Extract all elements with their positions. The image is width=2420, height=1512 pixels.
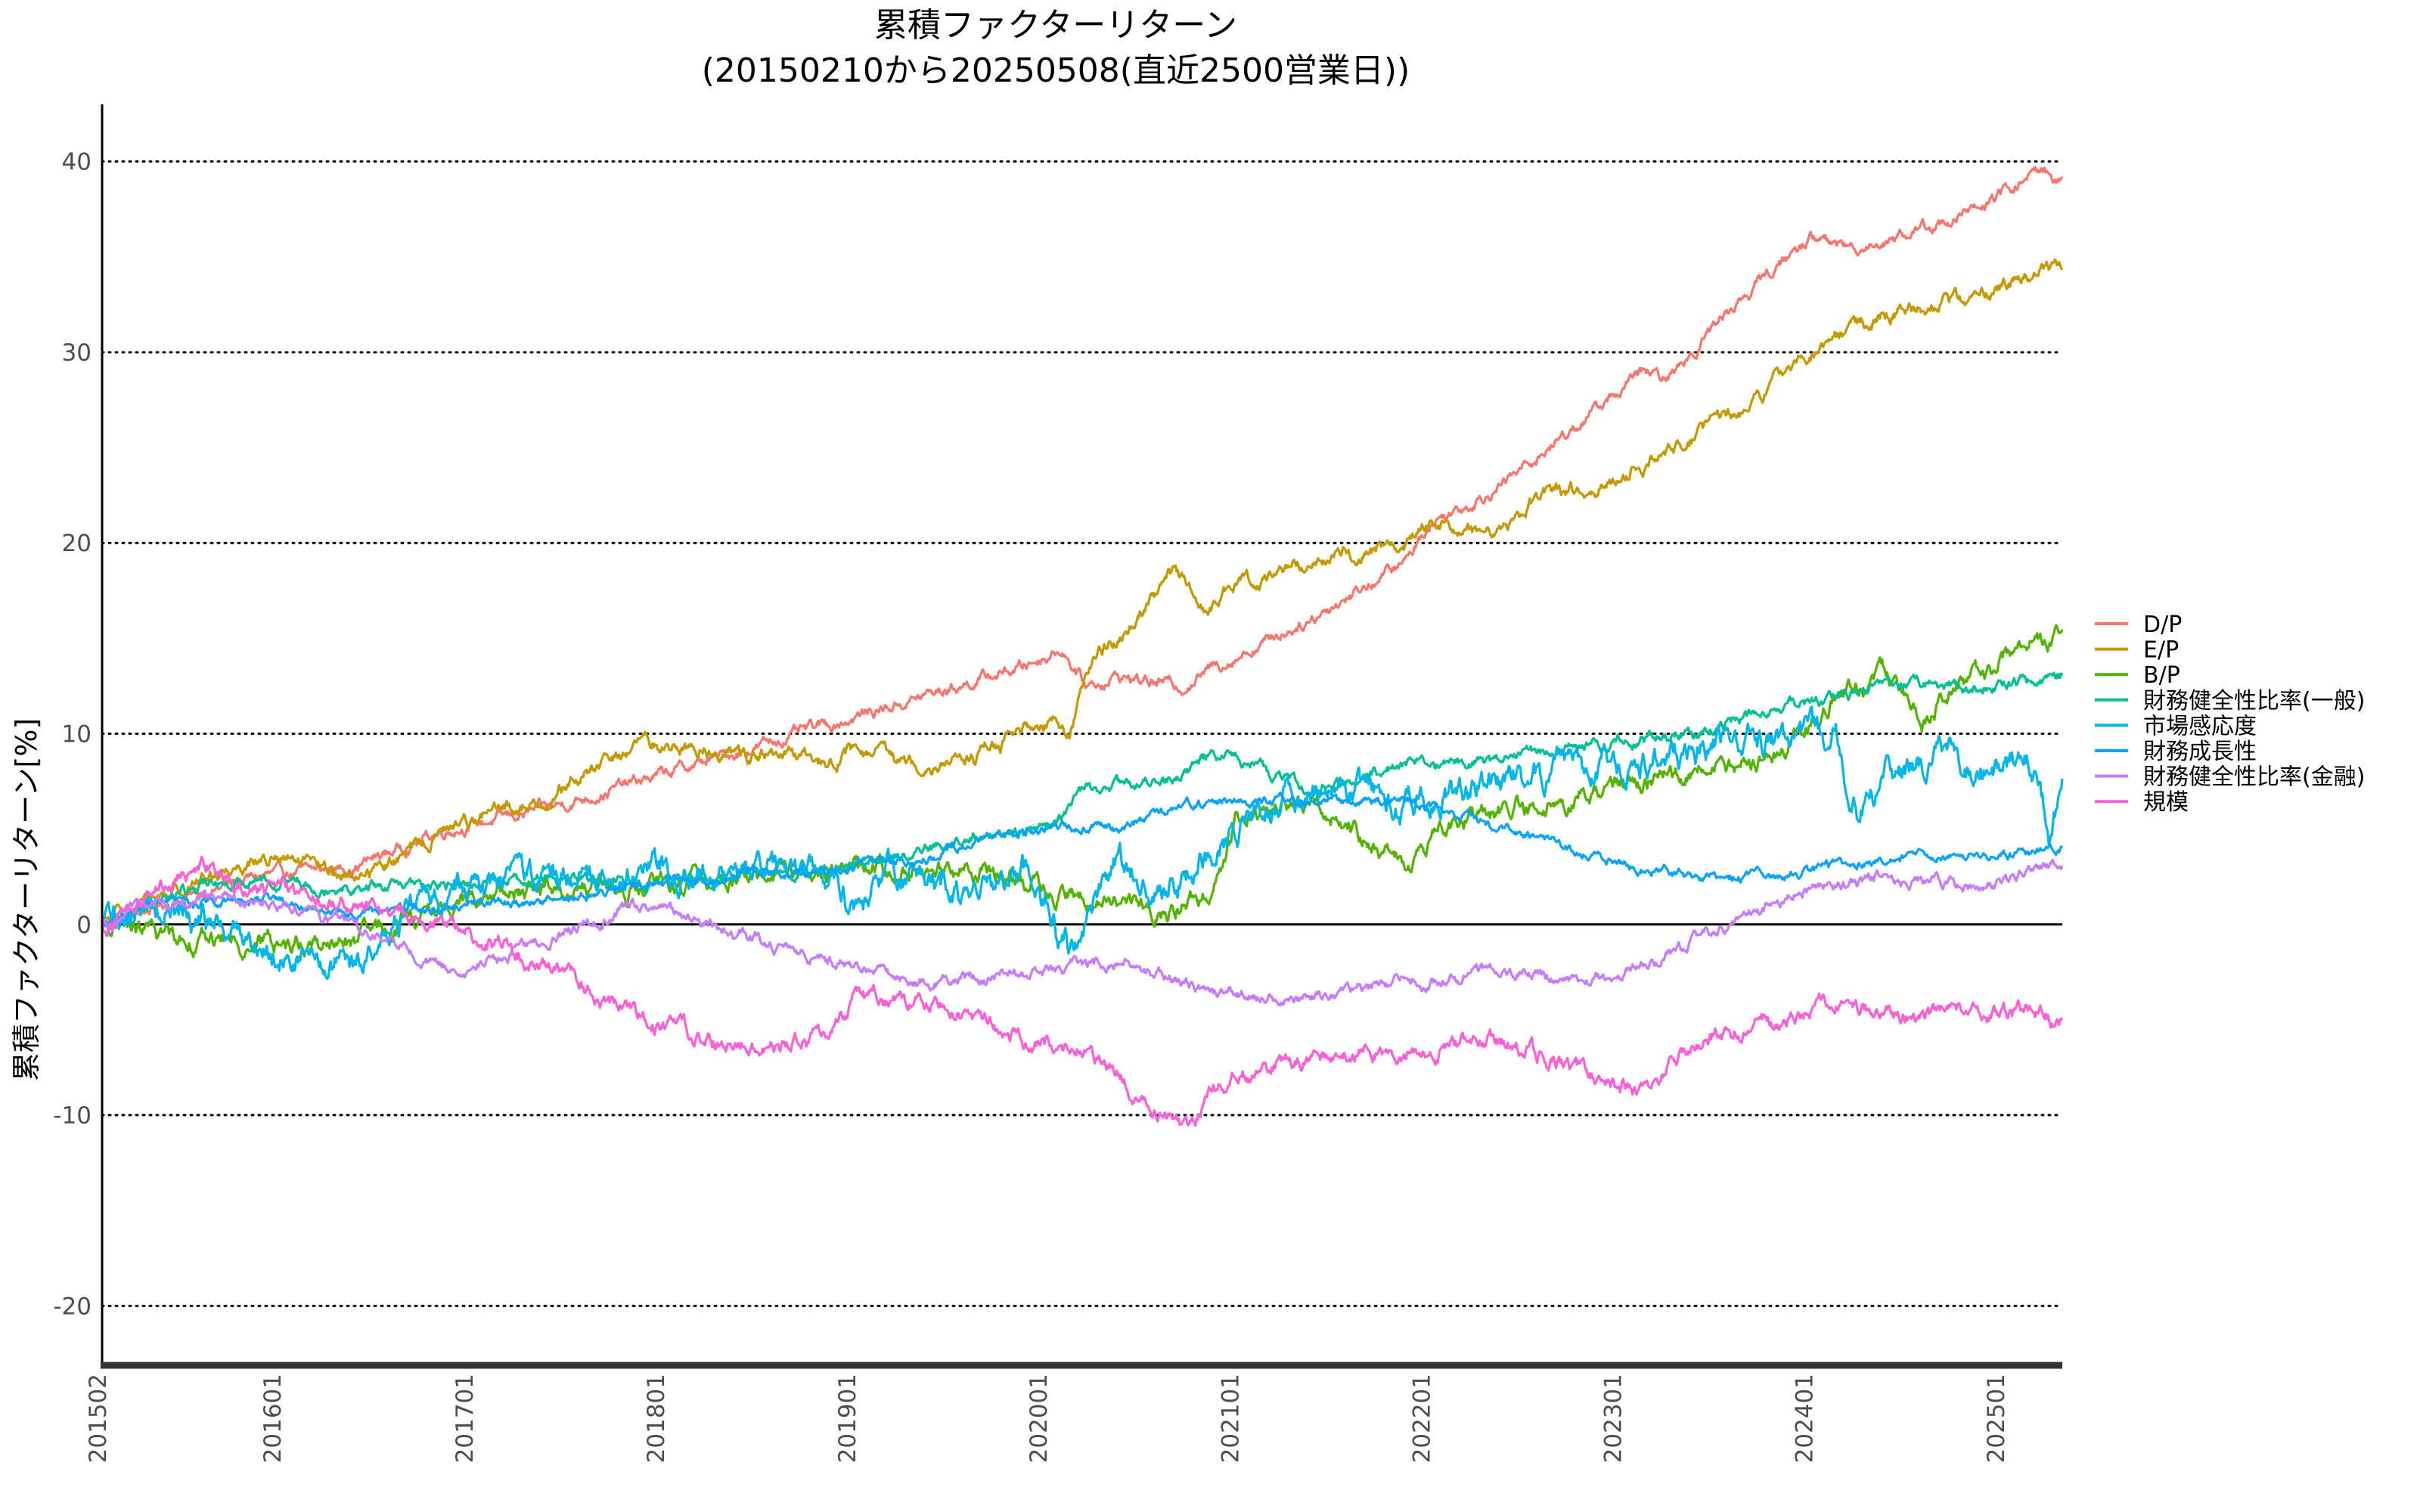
legend-label: E/P	[2143, 637, 2179, 664]
y-tick-label: 10	[62, 721, 92, 748]
legend: D/PE/PB/P財務健全性比率(一般)市場感応度財務成長性財務健全性比率(金融…	[2095, 612, 2365, 816]
series-line	[101, 259, 2064, 925]
y-tick-label: 0	[76, 912, 92, 939]
x-tick-label: 202501	[1983, 1374, 2010, 1463]
chart-title: 累積ファクターリターン	[874, 6, 1237, 45]
x-tick-label: 201502	[85, 1374, 112, 1463]
legend-label: 財務健全性比率(一般)	[2143, 688, 2365, 714]
y-tick-label: -10	[53, 1102, 92, 1129]
legend-label: B/P	[2143, 662, 2180, 689]
series-line	[101, 624, 2064, 961]
series-lines	[101, 166, 2064, 1127]
x-tick-label: 202301	[1599, 1374, 1627, 1463]
legend-label: 財務健全性比率(金融)	[2143, 764, 2365, 791]
x-tick-label: 201701	[451, 1374, 479, 1463]
y-tick-label: 30	[62, 339, 92, 367]
chart-subtitle: (20150210から20250508(直近2500営業日))	[702, 51, 1410, 90]
y-tick-label: 40	[62, 149, 92, 176]
y-tick-label: 20	[62, 530, 92, 557]
legend-label: 財務成長性	[2143, 739, 2257, 765]
series-line	[101, 859, 2064, 1007]
series-line	[101, 792, 2064, 928]
series-line	[101, 166, 2064, 928]
x-tick-label: 201801	[643, 1374, 670, 1463]
y-axis-label: 累積ファクターリターン[%]	[10, 718, 43, 1081]
series-line	[101, 671, 2064, 927]
y-tick-label: -20	[53, 1293, 92, 1320]
series-line	[101, 855, 2064, 1127]
series-line	[101, 705, 2064, 981]
x-tick-label: 201601	[259, 1374, 287, 1463]
x-tick-label: 202401	[1791, 1374, 1818, 1463]
axes: -20 -10 0 10 20 30 40 201502 201601 201701 201801 2…	[53, 104, 2062, 1463]
x-tick-label: 202101	[1217, 1374, 1244, 1463]
legend-label: 規模	[2143, 789, 2189, 816]
x-tick-label: 201901	[834, 1374, 861, 1463]
legend-label: D/P	[2143, 612, 2182, 638]
legend-label: 市場感応度	[2143, 713, 2257, 739]
x-tick-label: 202001	[1025, 1374, 1053, 1463]
x-tick-label: 202201	[1408, 1374, 1435, 1463]
